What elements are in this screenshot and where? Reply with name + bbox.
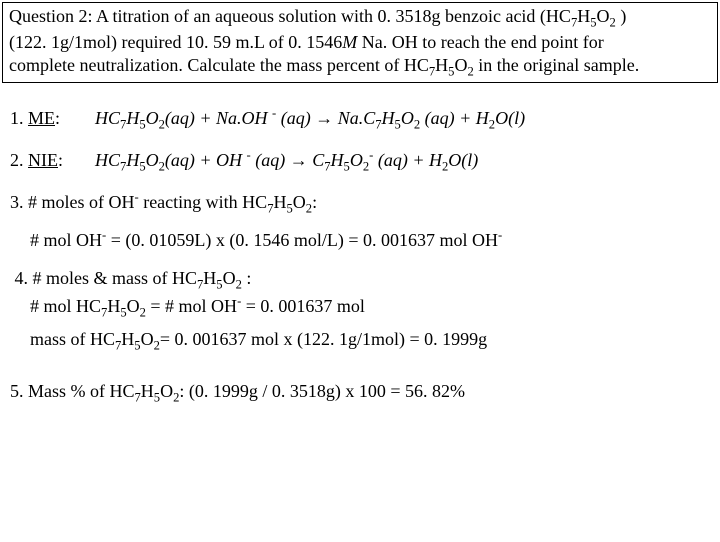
s3-colon: : [312, 192, 317, 212]
step2-label: 2. NIE: [10, 149, 95, 172]
step4-line3: mass of HC7H5O2= 0. 001637 mol x (122. 1… [30, 328, 710, 354]
step2-eq: HC7H5O2(aq) + OH - (aq) → C7H5O2- (aq) +… [95, 147, 478, 175]
s3-l: 3. # moles of OH [10, 192, 135, 212]
q-l2b: Na. OH to reach the end point for [357, 32, 603, 52]
step1-eq: HC7H5O2(aq) + Na.OH - (aq) → Na.C7H5O2 (… [95, 105, 525, 133]
s1-m3: (aq) + H [420, 108, 489, 128]
s1-h: H [126, 108, 139, 128]
s2-num: 2. [10, 150, 28, 170]
step-3: 3. # moles of OH- reacting with HC7H5O2:… [10, 189, 710, 252]
s4-o: O [223, 268, 236, 288]
q-l1a: A titration of an aqueous solution with … [96, 6, 571, 26]
q-l1b: ) [616, 6, 627, 26]
step4-line1: 4. # moles & mass of HC7H5O2 : [10, 267, 710, 293]
s1-ob: O [401, 108, 414, 128]
s4-l2m: = # mol OH [146, 296, 237, 316]
s2-colon: : [58, 150, 63, 170]
s1-link: ME [28, 108, 55, 128]
question-box: Question 2: A titration of an aqueous so… [2, 2, 718, 83]
q-l3a: complete neutralization. Calculate the m… [9, 55, 429, 75]
step-2: 2. NIE: HC7H5O2(aq) + OH - (aq) → C7H5O2… [10, 147, 710, 175]
question-text: Question 2: A titration of an aqueous so… [9, 5, 711, 80]
s1-end: O(l) [495, 108, 525, 128]
q-l2a: (122. 1g/1mol) required 10. 59 m.L of 0.… [9, 32, 342, 52]
q-l3b: in the original sample. [474, 55, 639, 75]
step4-line2: # mol HC7H5O2 = # mol OH- = 0. 001637 mo… [30, 293, 710, 321]
s4-oc: O [141, 329, 154, 349]
q-o2: O [454, 55, 467, 75]
s5-h: H [141, 381, 154, 401]
s1-hb: H [382, 108, 395, 128]
s3-h: H [273, 192, 286, 212]
s4-l2p: # mol HC [30, 296, 101, 316]
s5-o: O [160, 381, 173, 401]
step-4: 4. # moles & mass of HC7H5O2 : # mol HC7… [10, 267, 710, 355]
s3-cm: = (0. 01059L) x (0. 1546 mol/L) = 0. 001… [106, 230, 498, 250]
s2-ob: O [350, 150, 363, 170]
s4-hc: H [121, 329, 134, 349]
s1-num: 1. [10, 108, 28, 128]
s2-m3: (aq) + H [373, 150, 442, 170]
s1-m1: (aq) + Na.OH [165, 108, 272, 128]
s4-hb: H [107, 296, 120, 316]
s1-m2: (aq) → Na.C [276, 108, 375, 128]
s1-pre: HC [95, 108, 120, 128]
s4-l3e: = 0. 001637 mol x (122. 1g/1mol) = 0. 19… [160, 329, 487, 349]
s2-pre: HC [95, 150, 120, 170]
step1-label: 1. ME: [10, 107, 95, 130]
s4-l3p: mass of HC [30, 329, 115, 349]
s2-h: H [126, 150, 139, 170]
q-h: H [577, 6, 590, 26]
s3-o: O [293, 192, 306, 212]
s2-end: O(l) [448, 150, 478, 170]
s4-l1e: : [242, 268, 252, 288]
s2-hb: H [331, 150, 344, 170]
s2-o: O [146, 150, 159, 170]
s1-o: O [146, 108, 159, 128]
s3-sup3: - [498, 228, 502, 242]
step-5: 5. Mass % of HC7H5O2: (0. 1999g / 0. 351… [10, 380, 710, 406]
q-molarity: M [342, 32, 357, 52]
s2-link: NIE [28, 150, 58, 170]
s1-colon: : [55, 108, 60, 128]
q-h2: H [435, 55, 448, 75]
s4-l1p: 4. # moles & mass of HC [15, 268, 198, 288]
s3-cp: # mol OH [30, 230, 102, 250]
content-area: 1. ME: HC7H5O2(aq) + Na.OH - (aq) → Na.C… [0, 85, 720, 426]
s3-le: reacting with HC [139, 192, 267, 212]
step3-calc: # mol OH - = (0. 01059L) x (0. 1546 mol/L… [30, 227, 710, 252]
s2-m1: (aq) + OH [165, 150, 247, 170]
s4-l2e: = 0. 001637 mol [241, 296, 365, 316]
s4-ob: O [127, 296, 140, 316]
q-prefix: Question 2: [9, 6, 96, 26]
q-o: O [597, 6, 610, 26]
s5-p: 5. Mass % of HC [10, 381, 135, 401]
s2-m2: (aq) → C [251, 150, 325, 170]
s5-e: : (0. 1999g / 0. 3518g) x 100 = 56. 82% [179, 381, 465, 401]
step-1: 1. ME: HC7H5O2(aq) + Na.OH - (aq) → Na.C… [10, 105, 710, 133]
s4-h: H [203, 268, 216, 288]
step3-label: 3. # moles of OH- reacting with HC7H5O2: [10, 189, 710, 217]
